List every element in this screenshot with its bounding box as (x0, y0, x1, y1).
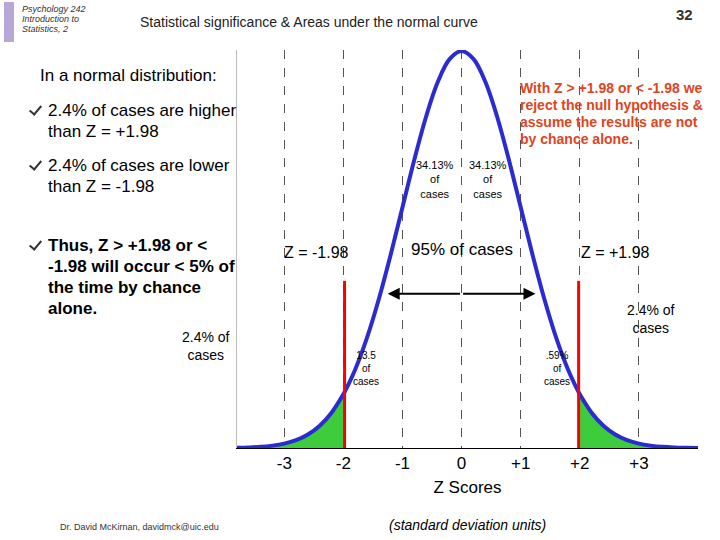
html-text:Statistical significance & Are: Statistical significance & Areas under t… (140, 14, 478, 30)
html-text:2.4% of cases are lower than Z: 2.4% of cases are lower than Z = -1.98 (48, 156, 230, 196)
svg-text:Z = +1.98: Z = +1.98 (581, 244, 650, 261)
svg-text:95% of cases: 95% of cases (411, 240, 513, 259)
svg-text:34.13%ofcases: 34.13%ofcases (416, 159, 454, 200)
svg-text:(standard deviation units): (standard deviation units) (389, 517, 546, 533)
svg-text:-3: -3 (277, 454, 292, 473)
svg-text:34.13%ofcases: 34.13%ofcases (469, 159, 507, 200)
html-text:32: 32 (676, 6, 693, 23)
svg-text:Z Scores: Z Scores (433, 478, 501, 497)
html-text:Psychology 242 Introduction to: Psychology 242 Introduction to Statistic… (22, 4, 86, 34)
svg-text:.59%ofcases: .59%ofcases (544, 350, 570, 387)
svg-text:Z = -1.98: Z = -1.98 (284, 244, 349, 261)
svg-text:-2: -2 (336, 454, 351, 473)
svg-text:+3: +3 (629, 454, 648, 473)
svg-text:2.4% ofcases: 2.4% ofcases (627, 302, 675, 336)
html-text:Dr. David McKirnan, davidmck@u: Dr. David McKirnan, davidmck@uic.edu (60, 522, 219, 532)
svg-text:+2: +2 (570, 454, 589, 473)
html-text:With Z > +1.98 or < -1.98 we r: With Z > +1.98 or < -1.98 we reject the … (520, 80, 703, 147)
svg-text:0: 0 (457, 454, 466, 473)
svg-text:-1: -1 (395, 454, 410, 473)
html-text:In a normal distribution:: In a normal distribution: (40, 66, 217, 85)
html-text:2.4% of cases are higher than: 2.4% of cases are higher than Z = +1.98 (48, 101, 237, 141)
svg-text:13.5ofcases: 13.5ofcases (353, 350, 379, 387)
svg-text:+1: +1 (511, 454, 530, 473)
html-text:Thus, Z > +1.98 or < -1.98 wil: Thus, Z > +1.98 or < -1.98 will occur < … (48, 236, 235, 318)
svg-text:2.4% ofcases: 2.4% ofcases (182, 329, 230, 363)
